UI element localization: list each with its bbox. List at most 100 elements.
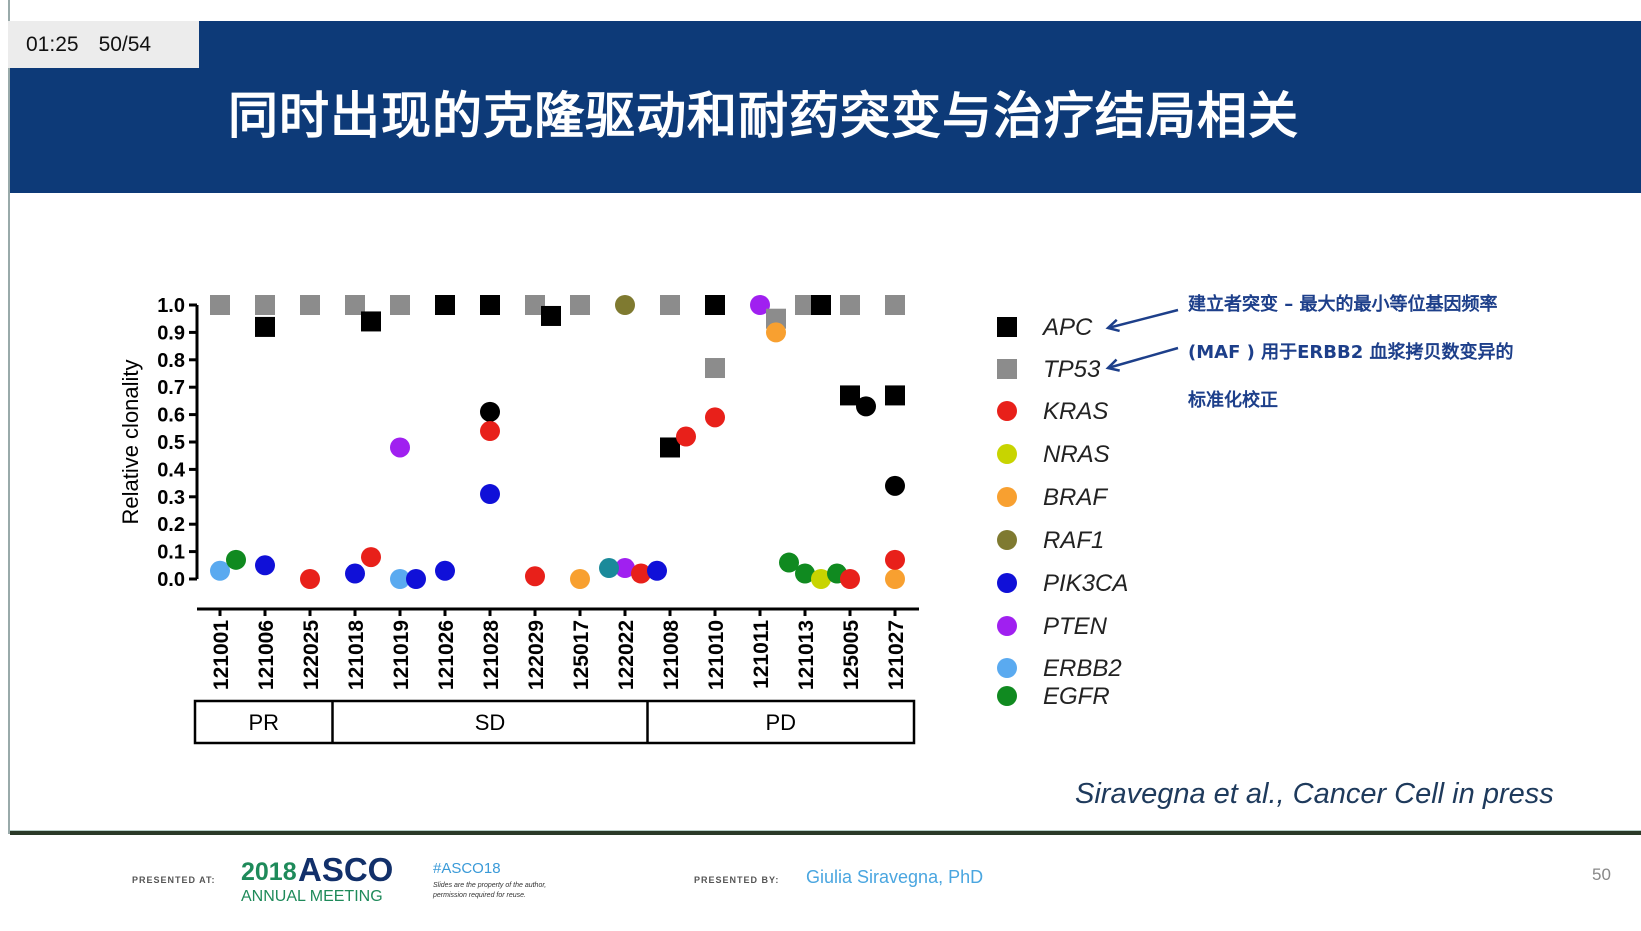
annotation-arrow — [1107, 308, 1179, 330]
legend-erbb2-marker — [997, 658, 1017, 678]
erbb2-point — [390, 569, 410, 589]
legend-pik3ca-label: PIK3CA — [1043, 570, 1128, 597]
arrowhead-icon — [1105, 358, 1120, 372]
tp53-point — [345, 295, 365, 315]
title-bar — [10, 21, 1641, 193]
annotation-line-1: 建立者突变 – 最大的最小等位基因频率 — [1188, 294, 1498, 315]
x-tick-label: 122022 — [615, 620, 638, 690]
apc-point — [840, 385, 860, 406]
x-tick-label: 121001 — [210, 620, 233, 690]
x-tick-label: 122025 — [300, 620, 323, 690]
pten-point — [390, 437, 410, 458]
legend-kras-marker — [997, 401, 1017, 421]
legend-tp53-label: TP53 — [1043, 356, 1101, 383]
y-tick-label: 0.0 — [157, 569, 185, 591]
x-tick-label: 121026 — [435, 620, 458, 690]
presenter-name: Giulia Siravegna, PhD — [806, 867, 984, 887]
braf-point — [885, 569, 905, 589]
egfr-point — [779, 552, 799, 573]
group-label-pr: PR — [248, 710, 279, 735]
legend-apc-label: APC — [1041, 314, 1093, 341]
pten-point — [750, 295, 770, 315]
y-tick-label: 0.4 — [157, 459, 186, 481]
apc-point — [480, 295, 500, 315]
x-tick-label: 121010 — [705, 620, 728, 690]
x-tick-label: 121027 — [885, 620, 908, 690]
pik3ca-point — [435, 560, 455, 581]
pik3ca-point — [480, 484, 500, 505]
nras-point — [811, 569, 831, 589]
y-tick-label: 0.7 — [157, 377, 185, 399]
tp53-point — [840, 295, 860, 315]
kras-point — [885, 549, 905, 570]
tp53-point — [766, 308, 786, 329]
tp53-point — [705, 358, 725, 379]
legend-erbb2-label: ERBB2 — [1043, 655, 1122, 682]
y-tick-label: 0.8 — [157, 350, 185, 372]
legend-raf1-label: RAF1 — [1043, 527, 1104, 554]
legend-nras-marker — [997, 444, 1017, 464]
legend-tp53-marker — [997, 359, 1017, 379]
group-label-sd: SD — [475, 710, 506, 735]
x-tick-label: 121018 — [345, 620, 368, 690]
braf-point — [766, 322, 786, 343]
slide-counter: 50/54 — [98, 33, 152, 56]
elapsed-time: 01:25 — [26, 33, 79, 56]
slide-title: 同时出现的克隆驱动和耐药突变与治疗结局相关 — [228, 87, 1299, 145]
legend-egfr-marker — [997, 686, 1017, 706]
x-tick-label: 125017 — [570, 620, 593, 690]
arrowhead-icon — [1105, 318, 1120, 333]
apc-point — [885, 385, 905, 406]
legend-pten-label: PTEN — [1043, 613, 1108, 640]
egfr-point — [795, 563, 815, 584]
tp53-point — [390, 295, 410, 315]
kras-point — [361, 547, 381, 568]
egfr-point — [226, 549, 246, 570]
x-tick-label: 121006 — [255, 620, 278, 690]
tp53-point — [525, 295, 545, 315]
y-tick-label: 0.9 — [157, 322, 185, 344]
y-axis-title: Relative clonality — [118, 359, 143, 524]
y-tick-label: 0.5 — [157, 432, 185, 454]
kras-point — [480, 421, 500, 442]
y-tick-label: 1.0 — [157, 295, 185, 317]
annotation-line-3: 标准化校正 — [1188, 390, 1278, 411]
braf-point — [570, 569, 590, 589]
pik3ca-point — [345, 563, 365, 584]
apc-point — [255, 316, 275, 337]
kras-point — [840, 569, 860, 589]
pten-point — [615, 558, 635, 579]
annotation-arrow — [1107, 346, 1179, 370]
logo-asco: ASCO — [298, 851, 394, 888]
presented-by-label: PRESENTED BY: — [694, 875, 780, 885]
kras-point — [631, 563, 651, 584]
hashtag: #ASCO18 — [433, 860, 501, 877]
time-counter-box: 01:25 50/54 — [8, 21, 199, 68]
legend-nras-label: NRAS — [1043, 441, 1110, 468]
kras-point — [705, 407, 725, 428]
tp53-point — [300, 295, 320, 315]
x-tick-label: 121028 — [480, 620, 503, 690]
erbb2-point — [210, 560, 230, 581]
x-tick-label: 125005 — [840, 620, 863, 690]
legend-pik3ca-marker — [997, 573, 1017, 593]
apc-point — [541, 305, 561, 326]
x-tick-label: 121013 — [795, 620, 818, 690]
citation: Siravegna et al., Cancer Cell in press — [1075, 778, 1554, 810]
tp53-point — [660, 295, 680, 315]
kras-point — [525, 566, 545, 587]
tp53-point — [210, 295, 230, 315]
tp53-point — [885, 295, 905, 315]
legend-braf-label: BRAF — [1043, 484, 1108, 511]
unlabeled-point — [885, 475, 905, 496]
legend-braf-marker — [997, 487, 1017, 507]
kras-point — [300, 569, 320, 589]
x-tick-label: 122029 — [525, 620, 548, 690]
legend-kras-label: KRAS — [1043, 398, 1108, 425]
group-label-pd: PD — [765, 710, 796, 735]
apc-point — [660, 437, 680, 458]
unlabeled-point — [599, 558, 619, 579]
y-tick-label: 0.1 — [157, 542, 185, 564]
x-tick-label: 121011 — [750, 620, 773, 689]
